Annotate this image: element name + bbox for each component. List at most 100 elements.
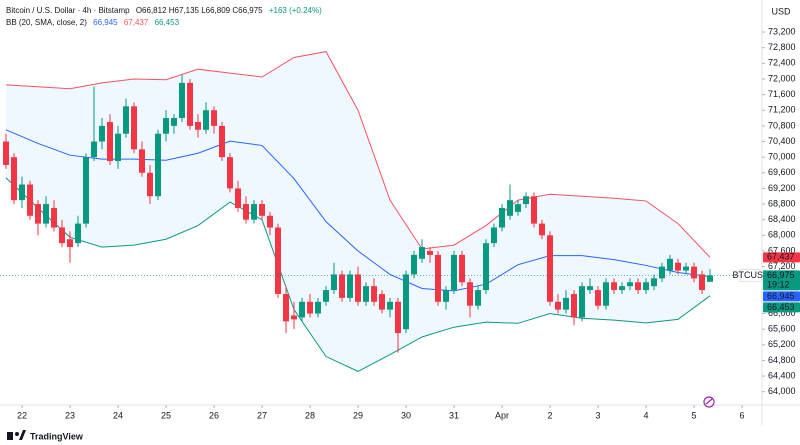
candle-body xyxy=(587,286,593,291)
x-tick-label: 26 xyxy=(209,410,219,420)
price-badge-label: 67,437 xyxy=(767,252,795,262)
x-tick-label: 27 xyxy=(257,410,267,420)
indicator-value: 66,945 xyxy=(93,18,118,27)
candle-body xyxy=(595,290,601,306)
candle-body xyxy=(27,184,33,216)
brand-logo-b xyxy=(15,432,19,436)
candle-body xyxy=(51,207,57,228)
price-badge-label: 66,945 xyxy=(767,291,795,301)
x-tick-label: 22 xyxy=(17,410,27,420)
candle-body xyxy=(243,204,249,220)
y-tick-label: 71,600 xyxy=(768,89,796,99)
brand-name: TradingView xyxy=(30,431,84,441)
y-tick-label: 70,800 xyxy=(768,120,796,130)
candle-body xyxy=(171,118,177,126)
y-tick-label: 69,200 xyxy=(768,183,796,193)
candle-body xyxy=(299,301,305,318)
candle-body xyxy=(435,254,441,302)
replay-icon xyxy=(703,396,715,408)
candle-body xyxy=(443,290,449,302)
candle-body xyxy=(523,196,529,205)
x-tick-label: 2 xyxy=(547,410,552,420)
candle-body xyxy=(555,301,561,310)
candle-body xyxy=(331,274,337,291)
candle-body xyxy=(91,141,97,158)
x-tick-label: 5 xyxy=(691,410,696,420)
price-badge-label: 66,453 xyxy=(767,302,795,312)
candle-body xyxy=(83,157,89,224)
x-tick-label: 6 xyxy=(739,410,744,420)
candle-body xyxy=(163,118,169,134)
indicator-value: 66,453 xyxy=(154,18,180,27)
candle-body xyxy=(363,286,369,302)
y-tick-label: 65,600 xyxy=(768,324,796,334)
candle-body xyxy=(491,227,497,244)
y-tick-label: 69,600 xyxy=(768,167,796,177)
candle-body xyxy=(515,204,521,212)
candle-body xyxy=(427,250,433,255)
y-tick-label: 67,200 xyxy=(768,261,796,271)
candle-body xyxy=(107,121,113,162)
candle-body xyxy=(683,266,689,271)
candle-body xyxy=(483,243,489,291)
brand-logo-c xyxy=(19,430,26,440)
candle-body xyxy=(539,223,545,236)
x-tick-label: 4 xyxy=(643,410,648,420)
candle-body xyxy=(611,282,617,291)
candle-body xyxy=(571,293,577,318)
candle-body xyxy=(563,297,569,310)
x-tick-label: 25 xyxy=(161,410,171,420)
candle-body xyxy=(419,247,425,259)
candle-body xyxy=(307,301,313,314)
y-tick-label: 73,200 xyxy=(768,26,796,36)
candle-body xyxy=(291,315,297,320)
candle-body xyxy=(59,227,65,244)
y-tick-label: 64,800 xyxy=(768,355,796,365)
indicator-name: BB (20, SMA, close, 2) xyxy=(6,18,87,27)
x-tick-label: 24 xyxy=(113,410,123,420)
candle-body xyxy=(275,227,281,294)
x-tick-label: 29 xyxy=(353,410,363,420)
band-line xyxy=(5,177,711,372)
candle-body xyxy=(467,282,473,306)
candle-body xyxy=(371,286,377,302)
band-fill xyxy=(6,51,710,372)
candle-body xyxy=(451,254,457,291)
symbol-title: Bitcoin / U.S. Dollar · 4h · Bitstamp xyxy=(6,6,130,15)
candle-body xyxy=(115,133,121,162)
candle-body xyxy=(379,293,385,310)
y-tick-label: 65,200 xyxy=(768,339,796,349)
candle-body xyxy=(203,110,209,130)
y-tick-label: 68,400 xyxy=(768,214,796,224)
currency-label: USD xyxy=(771,6,791,16)
indicator-line: BB (20, SMA, close, 2) 66,945 67,437 66,… xyxy=(6,18,183,27)
candle-body xyxy=(323,290,329,302)
x-tick-label: 3 xyxy=(595,410,600,420)
y-tick-label: 67,600 xyxy=(768,245,796,255)
brand-logo-a xyxy=(7,432,13,440)
candle-body xyxy=(579,286,585,318)
symbol-badge: BTCUSD xyxy=(732,270,770,280)
candle-body xyxy=(19,184,25,201)
candle-body xyxy=(195,121,201,130)
candle-body xyxy=(227,157,233,189)
candle-body xyxy=(251,204,257,220)
candle-body xyxy=(219,125,225,158)
candle-body xyxy=(211,110,217,126)
candle-body xyxy=(75,223,81,244)
candle-body xyxy=(147,172,153,197)
candle-body xyxy=(315,301,321,314)
candle-body xyxy=(187,82,193,126)
candle-body xyxy=(139,149,145,173)
candle-body xyxy=(283,293,289,322)
candle-body xyxy=(179,82,185,119)
candle-body xyxy=(659,266,665,279)
candle-body xyxy=(475,290,481,306)
y-tick-label: 68,000 xyxy=(768,230,796,240)
candle-body xyxy=(403,274,409,330)
candle-body xyxy=(675,262,681,271)
price-badge xyxy=(763,270,800,291)
candle-body xyxy=(35,204,41,224)
x-tick-label: 31 xyxy=(449,410,459,420)
